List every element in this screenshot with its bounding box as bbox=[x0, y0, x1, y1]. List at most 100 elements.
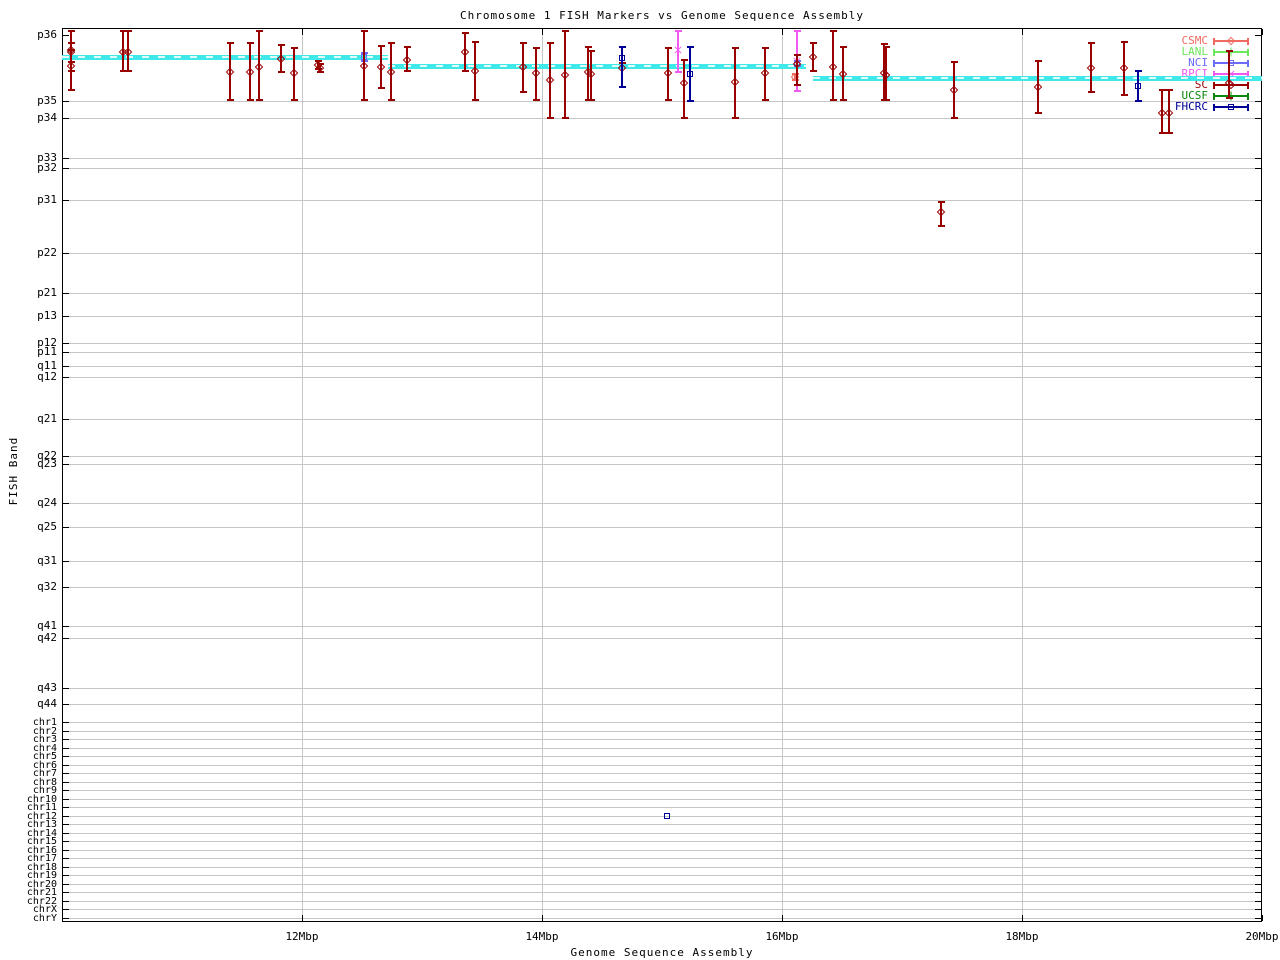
axis-tick-right bbox=[1255, 739, 1261, 740]
error-bar bbox=[842, 47, 844, 100]
assembly-track-dashes bbox=[388, 64, 806, 67]
error-bar-cap bbox=[1226, 97, 1233, 99]
error-bar bbox=[390, 43, 392, 100]
axis-tick-left bbox=[63, 798, 69, 800]
grid-line-h bbox=[63, 841, 1261, 842]
x-tick-label: 14Mbp bbox=[525, 930, 559, 943]
axis-tick-left bbox=[63, 561, 69, 562]
error-bar-cap bbox=[830, 30, 837, 32]
error-bar bbox=[549, 43, 551, 118]
band-label: chr19 bbox=[26, 870, 57, 881]
grid-line-h bbox=[63, 858, 1261, 859]
error-bar bbox=[535, 48, 537, 100]
error-bar-cap bbox=[792, 79, 799, 81]
error-bar bbox=[794, 74, 796, 80]
grid-line-h bbox=[63, 587, 1261, 588]
x-axis-title: Genome Sequence Assembly bbox=[570, 946, 754, 959]
error-bar-cap bbox=[547, 117, 554, 119]
error-bar-cap bbox=[830, 99, 837, 101]
grid-line-h bbox=[63, 900, 1261, 902]
grid-line-v bbox=[1022, 29, 1023, 921]
axis-tick-left bbox=[63, 781, 69, 783]
legend-label: UCSF bbox=[1181, 89, 1209, 102]
error-bar-cap bbox=[1121, 41, 1128, 43]
axis-tick-left bbox=[63, 773, 69, 774]
grid-line-h bbox=[63, 849, 1261, 851]
grid-line-h bbox=[63, 527, 1261, 528]
error-bar bbox=[953, 62, 955, 118]
error-bar bbox=[764, 48, 766, 100]
legend-label: NCI bbox=[1188, 56, 1208, 69]
error-bar bbox=[621, 47, 623, 87]
band-label: chr20 bbox=[26, 878, 57, 890]
axis-tick-left bbox=[63, 35, 69, 36]
band-label: p21 bbox=[37, 286, 57, 299]
error-bar bbox=[885, 47, 887, 100]
error-bar bbox=[1137, 71, 1139, 101]
grid-line-h bbox=[63, 730, 1261, 732]
error-bar bbox=[464, 33, 466, 71]
error-bar-cap bbox=[665, 47, 672, 49]
band-label: chr4 bbox=[32, 742, 57, 754]
grid-line-h bbox=[63, 790, 1261, 791]
band-label: chrY bbox=[32, 912, 57, 924]
error-bar-cap bbox=[588, 50, 595, 52]
legend-sample-cap bbox=[1247, 104, 1249, 111]
axis-tick-left bbox=[63, 419, 69, 420]
axis-tick-left bbox=[63, 200, 69, 201]
error-bar-cap bbox=[68, 49, 75, 51]
band-label: p33 bbox=[37, 151, 57, 164]
grid-line-h bbox=[63, 892, 1261, 893]
axis-tick-left bbox=[63, 352, 69, 353]
grid-line-h bbox=[63, 352, 1261, 353]
axis-tick-left bbox=[63, 807, 69, 808]
band-label: p34 bbox=[37, 111, 57, 124]
legend-sample-cap bbox=[1247, 82, 1249, 89]
error-bar-cap bbox=[533, 47, 540, 49]
axis-tick-left bbox=[63, 316, 69, 317]
grid-line-h bbox=[63, 756, 1261, 757]
error-bar bbox=[380, 46, 382, 88]
grid-line-v bbox=[542, 29, 543, 921]
error-bar-cap bbox=[520, 42, 527, 44]
band-label: chr18 bbox=[26, 861, 57, 873]
legend-sample-cap bbox=[1213, 82, 1215, 89]
error-bar bbox=[70, 50, 72, 90]
error-bar bbox=[127, 31, 129, 71]
error-bar-cap bbox=[378, 87, 385, 89]
error-bar-cap bbox=[681, 117, 688, 119]
axis-tick-left bbox=[63, 832, 69, 834]
legend-label: FHCRC bbox=[1174, 100, 1208, 113]
axis-tick-right bbox=[1255, 858, 1261, 859]
legend-sample-cap bbox=[1213, 49, 1215, 56]
band-label: chr11 bbox=[26, 802, 57, 813]
axis-tick-left bbox=[63, 118, 69, 119]
error-bar-cap bbox=[256, 30, 263, 32]
error-bar-cap bbox=[883, 99, 890, 101]
band-label: p13 bbox=[37, 309, 57, 322]
error-bar bbox=[406, 47, 408, 71]
error-bar-cap bbox=[361, 30, 368, 32]
axis-tick-right bbox=[1255, 293, 1261, 294]
band-label: chr10 bbox=[26, 793, 57, 805]
error-bar-cap bbox=[120, 30, 127, 32]
band-label: q23 bbox=[37, 457, 57, 470]
error-bar bbox=[683, 60, 685, 118]
legend-sample-line bbox=[1213, 62, 1249, 64]
grid-line-h bbox=[63, 824, 1261, 825]
error-bar-cap bbox=[675, 71, 682, 73]
legend-marker bbox=[1228, 104, 1234, 110]
legend-sample-cap bbox=[1213, 104, 1215, 111]
axis-tick-right bbox=[1255, 626, 1261, 627]
error-bar-cap bbox=[315, 60, 322, 62]
error-bar-cap bbox=[792, 73, 799, 75]
axis-tick-right bbox=[1255, 688, 1261, 689]
legend-sample-line bbox=[1213, 106, 1249, 108]
error-bar bbox=[667, 48, 669, 100]
axis-tick-left bbox=[63, 756, 69, 757]
error-bar bbox=[1090, 43, 1092, 92]
legend-label: LANL bbox=[1181, 45, 1209, 58]
grid-line-h bbox=[63, 781, 1261, 783]
legend-sample-cap bbox=[1247, 38, 1249, 45]
error-bar-cap bbox=[1135, 70, 1142, 72]
